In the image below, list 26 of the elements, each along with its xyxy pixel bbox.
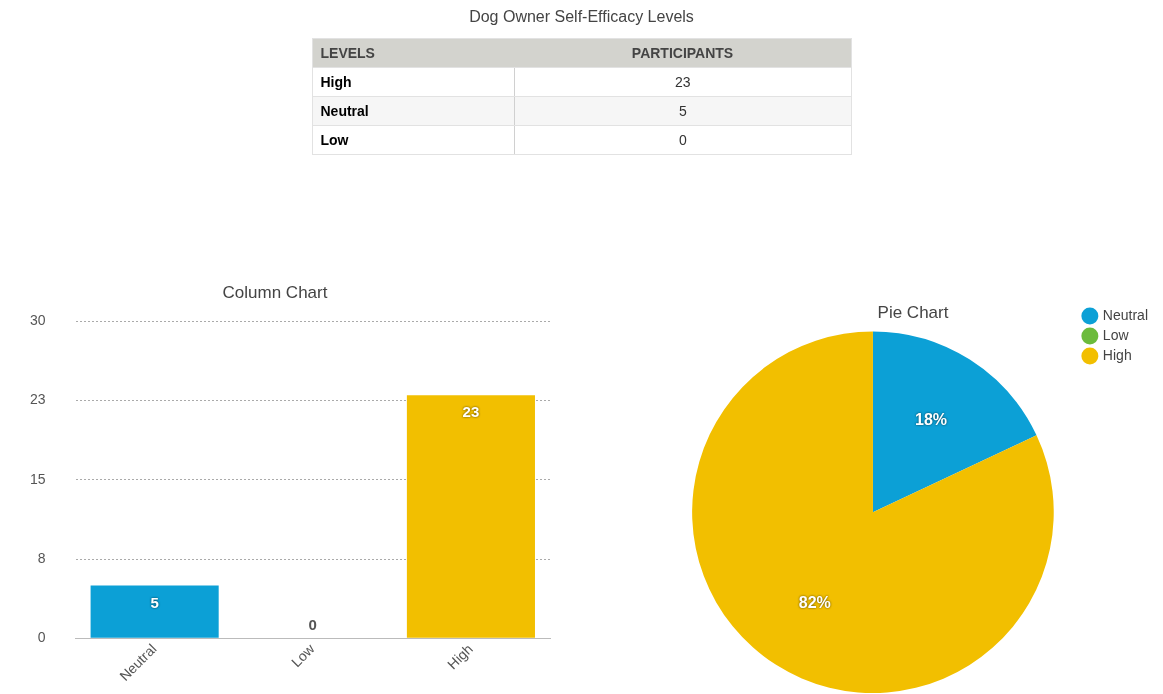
y-tick-label: 0 [37,629,46,646]
data-label: 23 [514,67,851,97]
category-label: Low [312,125,515,155]
legend-label: Neutral [1102,306,1149,323]
y-tick-label: 8 [37,549,46,566]
category-label: High [312,67,515,97]
data-label: 5 [514,96,851,126]
data-label: 5 [150,593,159,611]
legend-label: High [1102,346,1132,363]
text: Dog Owner Self-Efficacy Levels [468,8,695,26]
chart-title: Column Chart [222,282,328,302]
y-tick-label: 23 [29,391,46,408]
chart-title: Pie Chart [877,302,949,322]
data-label: 0 [308,616,317,634]
data-label: 23 [462,403,480,421]
text: LEVELS [312,38,515,68]
y-tick-label: 30 [29,312,46,329]
legend-label: Low [1102,326,1130,343]
x-tick-label: Low [288,640,319,671]
data-label: 18% [915,411,948,429]
text: PARTICIPANTS [514,38,851,68]
category-label: Neutral [312,96,515,126]
y-tick-label: 15 [29,470,46,487]
data-label: 82% [798,594,831,612]
x-tick-label: High [444,640,476,673]
data-label: 0 [514,125,851,155]
